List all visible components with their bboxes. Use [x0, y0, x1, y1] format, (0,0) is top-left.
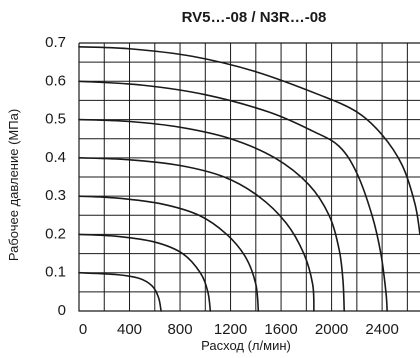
- x-tick-label: 1600: [264, 321, 297, 338]
- x-tick-label: 0: [79, 321, 87, 338]
- y-tick-label: 0.7: [45, 34, 66, 51]
- x-tick-labels: 0 400 800 1200 1600 2000 2400: [79, 321, 399, 338]
- curves: [78, 46, 420, 312]
- y-tick-label: 0: [58, 302, 66, 319]
- y-tick-label: 0.5: [45, 111, 66, 128]
- y-axis-label: Рабочее давление (МПа): [6, 109, 21, 261]
- y-tick-labels: 0 0.1 0.2 0.3 0.4 0.5 0.6 0.7: [45, 34, 66, 319]
- x-tick-label: 800: [168, 321, 193, 338]
- series-line-2: [78, 233, 212, 312]
- series-line-5: [78, 118, 346, 312]
- series-line-7: [78, 46, 420, 236]
- x-tick-label: 2400: [365, 321, 398, 338]
- series-line-3: [78, 195, 260, 312]
- series-line-4: [78, 157, 315, 312]
- y-tick-label: 0.4: [45, 149, 66, 166]
- x-axis-label: Расход (л/мин): [201, 338, 291, 353]
- y-tick-label: 0.6: [45, 72, 66, 89]
- y-tick-label: 0.2: [45, 225, 66, 242]
- chart-title: RV5…-08 / N3R…-08: [182, 9, 327, 26]
- series-line-1: [78, 271, 162, 312]
- series-line-6: [78, 80, 388, 312]
- y-tick-label: 0.1: [45, 264, 66, 281]
- grid: [78, 42, 420, 312]
- x-tick-label: 2000: [315, 321, 348, 338]
- x-tick-label: 400: [117, 321, 142, 338]
- plot-frame: [78, 43, 420, 312]
- x-tick-label: 1200: [214, 321, 247, 338]
- y-tick-label: 0.3: [45, 187, 66, 204]
